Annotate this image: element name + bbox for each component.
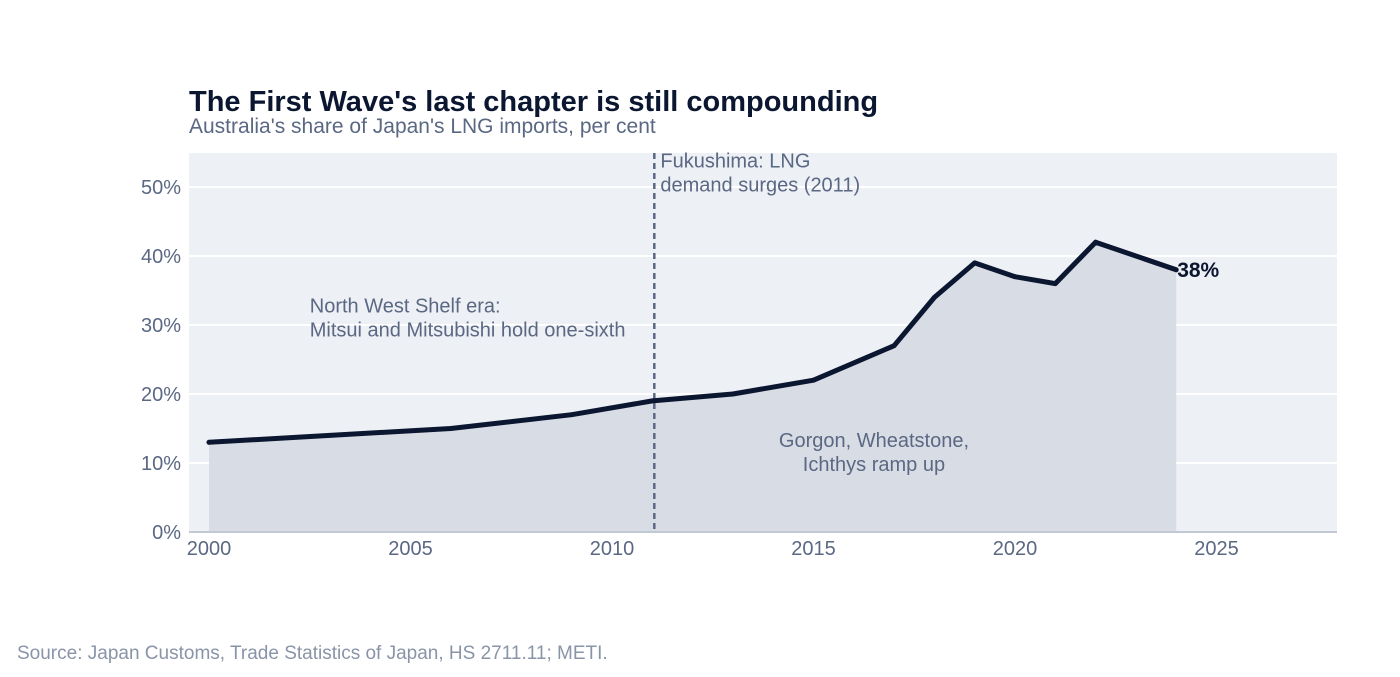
y-tick-label: 0%	[152, 522, 181, 544]
data-point	[730, 391, 736, 397]
share-area	[209, 242, 1177, 532]
data-point	[972, 260, 978, 266]
x-tick-label: 2010	[590, 538, 635, 560]
data-point	[448, 426, 454, 431]
y-axis-ticks: 0% 10% 20% 30% 40% 50%	[141, 177, 181, 544]
chart-title: The First Wave's last chapter is still c…	[189, 86, 878, 118]
data-point	[811, 377, 816, 383]
y-tick-label: 50%	[141, 177, 181, 199]
x-tick-label: 2015	[791, 538, 836, 560]
x-tick-label: 2000	[187, 538, 232, 560]
y-tick-label: 30%	[141, 315, 181, 337]
x-tick-label: 2025	[1194, 538, 1239, 560]
data-point	[206, 439, 212, 445]
source-note: Source: Japan Customs, Trade Statistics …	[17, 643, 608, 664]
share-line	[206, 239, 1179, 445]
end-value-label: 38%	[1177, 259, 1219, 282]
annotation-line: North West Shelf era:	[310, 296, 501, 318]
annotation-line: Gorgon, Wheatstone,	[779, 430, 969, 452]
data-points	[206, 239, 1179, 445]
data-point	[1012, 274, 1018, 280]
annotation-nws: North West Shelf era:Mitsui and Mitsubis…	[310, 296, 626, 342]
annotation-gorgon: Gorgon, Wheatstone,Ichthys ramp up	[779, 430, 969, 476]
y-tick-label: 10%	[141, 453, 181, 475]
y-tick-label: 20%	[141, 384, 181, 406]
data-point	[932, 295, 937, 300]
data-point	[1093, 239, 1098, 245]
y-tick-label: 40%	[141, 246, 181, 268]
annotation-line: demand surges (2011)	[660, 175, 860, 197]
data-point	[649, 398, 655, 404]
data-point	[569, 412, 575, 418]
data-point	[891, 343, 897, 349]
annotation-line: Mitsui and Mitsubishi hold one-sixth	[310, 320, 626, 342]
x-tick-label: 2005	[388, 538, 433, 560]
annotation-line: Fukushima: LNG	[660, 151, 810, 173]
chart-subtitle: Australia's share of Japan's LNG imports…	[189, 115, 656, 138]
data-point	[1052, 281, 1058, 286]
annotation-line: Ichthys ramp up	[803, 454, 945, 476]
x-tick-label: 2020	[993, 538, 1038, 560]
data-point	[1173, 267, 1179, 273]
x-axis-ticks: 2000 2005 2010 2015 2020 2025	[187, 538, 1239, 560]
data-point	[327, 433, 333, 438]
